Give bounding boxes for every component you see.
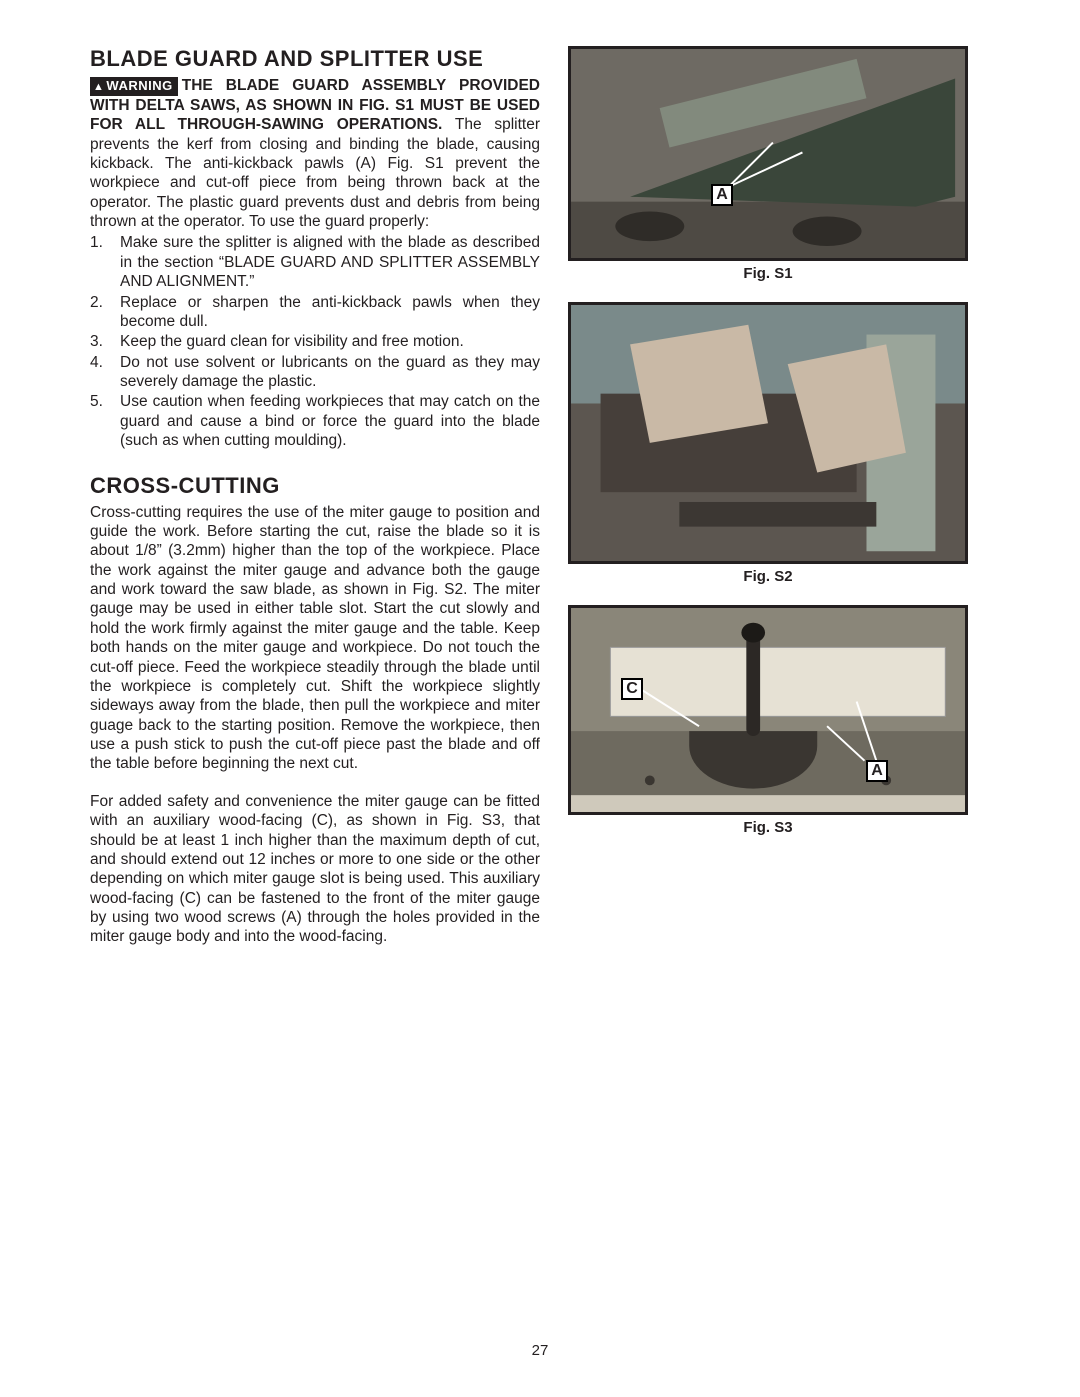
- list-item: Make sure the splitter is aligned with t…: [90, 233, 540, 291]
- callout-a: A: [711, 184, 733, 206]
- list-item: Replace or sharpen the anti-kickback paw…: [90, 293, 540, 332]
- figure-s2-caption: Fig. S2: [568, 568, 968, 585]
- figure-s3-image: [571, 608, 965, 815]
- callout-c: C: [621, 678, 643, 700]
- manual-page: BLADE GUARD AND SPLITTER USE ▲WARNINGTHE…: [0, 0, 1080, 947]
- list-item: Keep the guard clean for visibility and …: [90, 332, 540, 351]
- figure-s3: C A: [568, 605, 968, 815]
- right-column: A Fig. S1 Fig. S2: [568, 46, 968, 947]
- figure-s1-image: [571, 49, 965, 261]
- warning-label: WARNING: [106, 78, 172, 93]
- section2-title: CROSS-CUTTING: [90, 473, 540, 499]
- section1-steps: Make sure the splitter is aligned with t…: [90, 233, 540, 450]
- figure-s3-caption: Fig. S3: [568, 819, 968, 836]
- figure-s2-image: [571, 305, 965, 563]
- callout-a2: A: [866, 760, 888, 782]
- section1-title: BLADE GUARD AND SPLITTER USE: [90, 46, 540, 72]
- section1-intro: ▲WARNINGTHE BLADE GUARD ASSEMBLY PROVIDE…: [90, 76, 540, 231]
- figure-s1: A: [568, 46, 968, 261]
- page-number: 27: [0, 1342, 1080, 1359]
- warning-icon: ▲: [93, 81, 104, 95]
- list-item: Use caution when feeding workpieces that…: [90, 392, 540, 450]
- figure-s2: [568, 302, 968, 564]
- list-item: Do not use solvent or lubricants on the …: [90, 353, 540, 392]
- figure-s1-caption: Fig. S1: [568, 265, 968, 282]
- warning-badge: ▲WARNING: [90, 77, 178, 96]
- section2-para1: Cross-cutting requires the use of the mi…: [90, 503, 540, 774]
- section2-para2: For added safety and convenience the mit…: [90, 792, 540, 947]
- left-column: BLADE GUARD AND SPLITTER USE ▲WARNINGTHE…: [90, 46, 540, 947]
- warning-rest-text: The splitter prevents the kerf from clos…: [90, 116, 540, 230]
